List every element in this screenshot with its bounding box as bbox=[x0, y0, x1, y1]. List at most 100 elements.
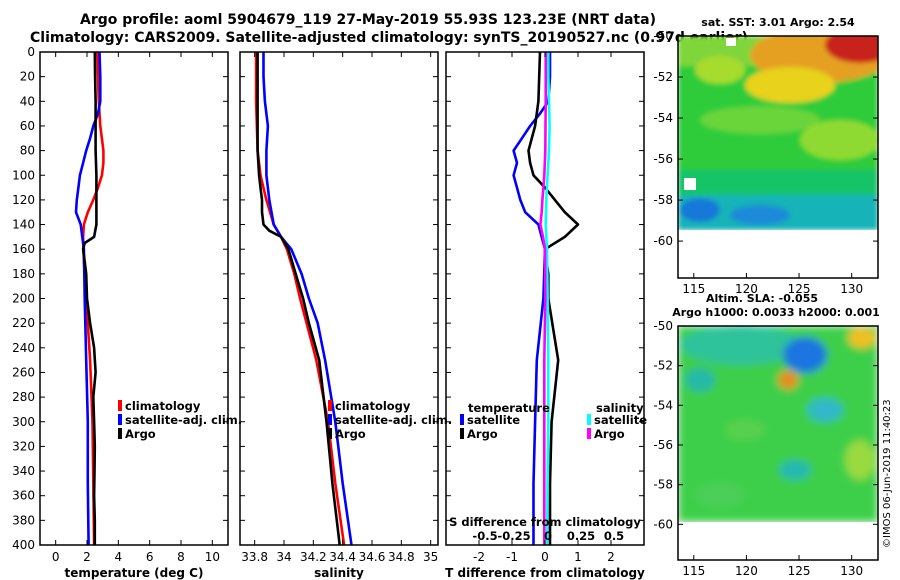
salinity-legend-label: satellite-adj. clim. bbox=[335, 413, 452, 427]
depth-tick-label: 100 bbox=[12, 168, 35, 182]
depth-tick-label: 240 bbox=[12, 341, 35, 355]
sst-map-ytick-label: -50 bbox=[653, 29, 673, 43]
sst-map-title: sat. SST: 3.01 Argo: 2.54 bbox=[701, 16, 855, 29]
sla-map-xtick-label: 115 bbox=[682, 564, 705, 578]
difference-xtick-label: 2 bbox=[607, 550, 615, 564]
sst-map bbox=[678, 36, 878, 278]
temperature-legend-swatch bbox=[118, 414, 122, 425]
temperature-legend-label: satellite-adj. clim. bbox=[125, 413, 242, 427]
depth-tick-label: 20 bbox=[20, 70, 35, 84]
sst-map-xtick-label: 125 bbox=[788, 282, 811, 296]
salinity-xtick-label: 33.8 bbox=[241, 550, 268, 564]
s-difference-tick-label: -0.25 bbox=[497, 529, 530, 543]
difference-xtick-label: -2 bbox=[473, 550, 485, 564]
temperature-xlabel: temperature (deg C) bbox=[65, 566, 204, 580]
depth-tick-label: 140 bbox=[12, 218, 35, 232]
sla-map-xtick-label: 130 bbox=[840, 564, 863, 578]
depth-tick-label: 0 bbox=[27, 45, 35, 59]
temperature-xtick-label: 8 bbox=[177, 550, 185, 564]
diff-legend-swatch bbox=[460, 428, 464, 439]
chart-title-line1: Argo profile: aoml 5904679_119 27-May-20… bbox=[80, 12, 656, 28]
sla-map-frame bbox=[677, 325, 879, 561]
s-difference-tick-label: 0.25 bbox=[567, 529, 595, 543]
salinity-xtick-label: 35 bbox=[423, 550, 438, 564]
temperature-xtick-label: 6 bbox=[146, 550, 154, 564]
depth-tick-label: 220 bbox=[12, 316, 35, 330]
diff-legend-temperature-title: temperature bbox=[468, 401, 550, 415]
difference-xlabel: T difference from climatology bbox=[445, 566, 645, 580]
temperature-series-argo bbox=[81, 52, 98, 545]
difference-series-t-argo bbox=[527, 52, 580, 545]
depth-tick-label: 60 bbox=[20, 119, 35, 133]
depth-tick-label: 120 bbox=[12, 193, 35, 207]
difference-series-s-satellite bbox=[544, 52, 551, 545]
depth-tick-label: 340 bbox=[12, 464, 35, 478]
difference-series-s-argo bbox=[539, 52, 548, 545]
salinity-xtick-label: 34.2 bbox=[300, 550, 327, 564]
sla-map-ytick-label: -58 bbox=[653, 478, 673, 492]
salinity-panel-frame bbox=[239, 51, 439, 546]
temperature-xtick-label: 0 bbox=[52, 550, 60, 564]
salinity-xtick-label: 34.6 bbox=[359, 550, 386, 564]
salinity-legend-swatch bbox=[328, 400, 332, 411]
difference-xtick-label: 0 bbox=[541, 550, 549, 564]
salinity-legend-label: Argo bbox=[335, 427, 366, 441]
depth-tick-label: 180 bbox=[12, 267, 35, 281]
s-difference-tick-label: -0.5 bbox=[472, 529, 497, 543]
sla-map-ytick-label: -50 bbox=[653, 319, 673, 333]
sla-map-ytick-label: -54 bbox=[653, 398, 673, 412]
difference-xtick-label: 1 bbox=[574, 550, 582, 564]
s-difference-label: S difference from climatology bbox=[449, 515, 641, 529]
sst-map-ytick-label: -56 bbox=[653, 152, 673, 166]
diff-legend-swatch bbox=[460, 414, 464, 425]
salinity-series-satellite-adj-clim- bbox=[262, 52, 353, 545]
chart-title-line2: Climatology: CARS2009. Satellite-adjuste… bbox=[30, 30, 748, 46]
depth-tick-label: 80 bbox=[20, 144, 35, 158]
sst-map-ytick-label: -52 bbox=[653, 70, 673, 84]
depth-tick-label: 200 bbox=[12, 292, 35, 306]
temperature-series-climatology bbox=[81, 52, 105, 545]
sla-map bbox=[678, 326, 878, 560]
sst-map-frame bbox=[677, 35, 879, 279]
temperature-legend-label: climatology bbox=[125, 399, 201, 413]
sst-map-xtick-label: 115 bbox=[682, 282, 705, 296]
sst-map-xtick-label: 120 bbox=[735, 282, 758, 296]
depth-tick-label: 260 bbox=[12, 365, 35, 379]
sst-map-xtick-label: 130 bbox=[840, 282, 863, 296]
difference-xtick-label: -1 bbox=[506, 550, 518, 564]
diff-legend-label: satellite bbox=[467, 413, 520, 427]
temperature-panel-frame bbox=[39, 51, 229, 546]
salinity-xtick-label: 34 bbox=[276, 550, 291, 564]
sla-map-ytick-label: -60 bbox=[653, 517, 673, 531]
sst-map-ytick-label: -54 bbox=[653, 111, 673, 125]
diff-legend-label: Argo bbox=[467, 427, 498, 441]
depth-tick-label: 400 bbox=[12, 538, 35, 552]
depth-tick-label: 320 bbox=[12, 439, 35, 453]
salinity-legend-swatch bbox=[328, 414, 332, 425]
depth-tick-label: 40 bbox=[20, 94, 35, 108]
sla-map-xtick-label: 120 bbox=[735, 564, 758, 578]
diff-legend-swatch bbox=[587, 428, 591, 439]
temperature-xtick-label: 10 bbox=[205, 550, 220, 564]
diff-legend-label: Argo bbox=[594, 427, 625, 441]
sla-map-title1: Altim. SLA: -0.055 bbox=[706, 292, 818, 305]
salinity-xlabel: salinity bbox=[314, 566, 364, 580]
salinity-legend-swatch bbox=[328, 428, 332, 439]
sla-map-ytick-label: -52 bbox=[653, 359, 673, 373]
salinity-series-argo bbox=[256, 52, 341, 545]
depth-tick-label: 360 bbox=[12, 489, 35, 503]
depth-tick-label: 300 bbox=[12, 415, 35, 429]
diff-legend-swatch bbox=[587, 414, 591, 425]
diff-legend-salinity-title: salinity bbox=[596, 401, 644, 415]
difference-series-t-satellite bbox=[512, 52, 552, 545]
salinity-xtick-label: 34.8 bbox=[388, 550, 415, 564]
sla-map-ytick-label: -56 bbox=[653, 438, 673, 452]
depth-tick-label: 380 bbox=[12, 513, 35, 527]
temperature-xtick-label: 2 bbox=[83, 550, 91, 564]
s-difference-tick-label: 0 bbox=[544, 529, 552, 543]
depth-tick-label: 280 bbox=[12, 390, 35, 404]
temperature-xtick-label: 4 bbox=[115, 550, 123, 564]
salinity-xtick-label: 34.4 bbox=[329, 550, 356, 564]
sst-map-ytick-label: -60 bbox=[653, 234, 673, 248]
temperature-legend-swatch bbox=[118, 428, 122, 439]
